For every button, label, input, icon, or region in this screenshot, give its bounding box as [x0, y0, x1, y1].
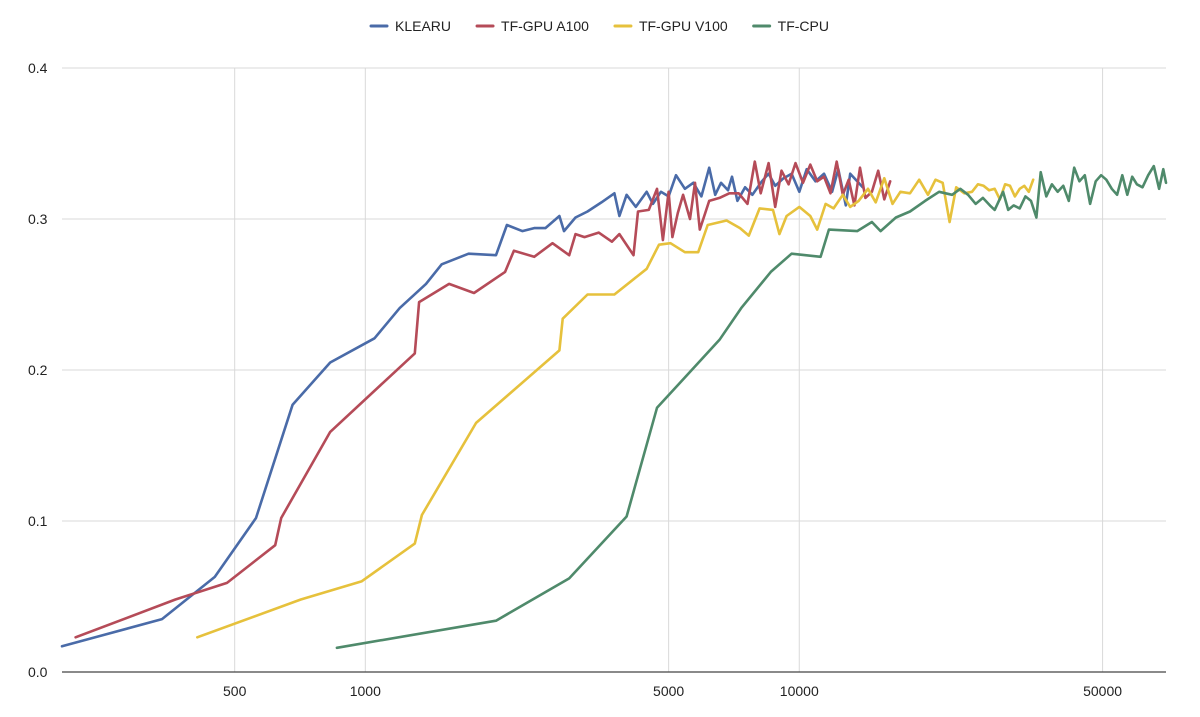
series-line-klearu: [60, 166, 865, 648]
x-tick-label: 5000: [653, 683, 684, 699]
series-line-tf-gpu-a100: [74, 160, 892, 639]
x-tick-label: 10000: [780, 683, 819, 699]
y-tick-label: 0.1: [28, 513, 48, 529]
x-tick-label: 500: [223, 683, 247, 699]
series-line-tf-cpu: [335, 164, 1168, 650]
gridlines: [62, 67, 1166, 672]
legend-label-tf-gpu-v100: TF-GPU V100: [639, 18, 728, 34]
legend-label-tf-cpu: TF-CPU: [778, 18, 829, 34]
y-tick-label: 0.4: [28, 60, 48, 76]
legend-label-tf-gpu-a100: TF-GPU A100: [501, 18, 589, 34]
legend: KLEARU TF-GPU A100 TF-GPU V100 TF-CPU: [369, 18, 829, 34]
x-tick-label: 1000: [350, 683, 381, 699]
series-lines: [60, 160, 1168, 650]
legend-label-klearu: KLEARU: [395, 18, 451, 34]
x-tick-label: 50000: [1083, 683, 1122, 699]
series-line-tf-gpu-v100: [196, 176, 1035, 639]
y-tick-label: 0.3: [28, 211, 48, 227]
y-tick-label: 0.0: [28, 664, 48, 680]
y-tick-label: 0.2: [28, 362, 48, 378]
tick-labels: 0.0 0.1 0.2 0.3 0.4 500 1000 5000 10000 50000: [28, 60, 1122, 699]
